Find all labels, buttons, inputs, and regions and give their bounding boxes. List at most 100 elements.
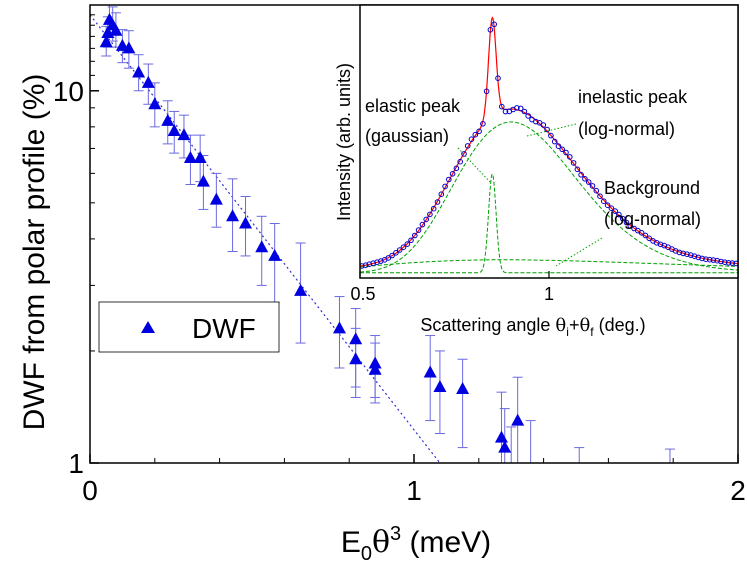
inset-fit-layer bbox=[360, 16, 738, 267]
x-tick-label: 0 bbox=[82, 475, 98, 506]
legend: DWF bbox=[98, 301, 280, 353]
inset-y-axis-label: Intensity (arb. units) bbox=[334, 63, 354, 221]
inset-data-point bbox=[574, 166, 581, 173]
inset-data-point bbox=[676, 249, 683, 256]
inset-data-point bbox=[495, 75, 501, 81]
inset-data-point bbox=[446, 176, 452, 183]
inset-data-point bbox=[449, 171, 456, 177]
inset-data-point bbox=[521, 108, 528, 115]
inset-data-point bbox=[415, 227, 422, 233]
inset-data-point bbox=[722, 259, 728, 266]
inset-data-point bbox=[434, 199, 441, 205]
error-bar bbox=[457, 358, 468, 449]
annotation-elastic-subtitle: (gaussian) bbox=[365, 126, 449, 146]
data-point bbox=[209, 192, 223, 205]
annotation-inelastic-title: inelastic peak bbox=[578, 87, 688, 107]
inset-data-point bbox=[578, 172, 584, 178]
data-point bbox=[193, 150, 207, 163]
inset-data-point bbox=[499, 103, 505, 110]
data-point bbox=[349, 352, 363, 365]
main-y-ticks: 1 10 bbox=[53, 4, 99, 479]
inset-data-point bbox=[430, 205, 437, 212]
annotation-inelastic-pointer bbox=[526, 123, 577, 137]
data-point bbox=[109, 23, 123, 36]
inset-data-point bbox=[468, 136, 475, 142]
inset-data-point bbox=[684, 251, 690, 257]
inset-data-point bbox=[646, 235, 653, 242]
data-point bbox=[368, 362, 382, 375]
x-tick-label: 2 bbox=[730, 475, 746, 506]
marker-layer bbox=[99, 12, 525, 453]
inset-data-point bbox=[563, 149, 569, 156]
inset-data-point bbox=[517, 105, 524, 112]
inset-data-point bbox=[638, 230, 645, 236]
inset-data-point bbox=[608, 205, 615, 211]
inset-data-point bbox=[612, 208, 619, 214]
inset-data-point bbox=[374, 259, 380, 266]
inset-data-point bbox=[680, 250, 687, 257]
inset-data-point bbox=[616, 211, 622, 218]
inset-data-point bbox=[714, 257, 721, 264]
data-point bbox=[226, 209, 240, 222]
inset-data-point bbox=[487, 27, 494, 33]
inset-data-point bbox=[370, 260, 377, 267]
inset-data-point bbox=[710, 257, 717, 263]
main-x-axis-label: E0θ3 (meV) bbox=[341, 523, 491, 565]
inset-data-point bbox=[427, 211, 433, 218]
main-y-axis-label: DWF from polar profile (%) bbox=[18, 74, 51, 431]
component-background-curve bbox=[360, 259, 738, 268]
data-point bbox=[141, 75, 155, 88]
inset-data-point bbox=[604, 202, 611, 208]
inset-data-point bbox=[480, 121, 486, 127]
inset-plot: 0.5 1 Intensity (arb. units) Scattering a… bbox=[334, 4, 739, 339]
inset-data-point bbox=[438, 191, 445, 197]
main-x-ticks: 0 1 2 bbox=[82, 454, 746, 506]
inset-data-point bbox=[601, 198, 607, 204]
inset-data-point bbox=[419, 221, 426, 228]
inset-data-point bbox=[555, 143, 562, 149]
inset-data-point bbox=[597, 193, 603, 199]
inset-data-point bbox=[400, 244, 407, 250]
data-point bbox=[148, 97, 162, 110]
inset-data-point bbox=[695, 254, 702, 261]
error-bar bbox=[434, 350, 445, 435]
data-point bbox=[177, 128, 191, 141]
inset-data-point bbox=[453, 165, 460, 172]
data-point bbox=[99, 35, 113, 48]
inset-data-point bbox=[706, 256, 713, 263]
component-elastic-curve bbox=[360, 172, 738, 274]
annotation-elastic: elastic peak (gaussian) bbox=[365, 96, 491, 183]
data-point bbox=[268, 248, 282, 261]
inset-data-layer bbox=[360, 21, 738, 269]
inset-data-point bbox=[408, 237, 414, 244]
data-point bbox=[498, 440, 512, 453]
error-bar bbox=[499, 408, 510, 463]
inset-data-point bbox=[567, 154, 573, 160]
x-tick-label: 1 bbox=[406, 475, 422, 506]
inset-data-point bbox=[582, 176, 588, 182]
inset-data-point bbox=[642, 232, 649, 239]
data-point bbox=[122, 41, 136, 54]
inset-data-point bbox=[570, 160, 577, 166]
legend-label: DWF bbox=[192, 313, 256, 344]
inset-data-point bbox=[688, 252, 694, 258]
inset-data-point bbox=[589, 183, 596, 189]
inset-x-ticks: 0.5 1 bbox=[350, 271, 554, 304]
inset-data-point bbox=[548, 132, 554, 139]
inset-x-axis-label: Scattering angle θi+θf (deg.) bbox=[420, 315, 645, 339]
inset-data-point bbox=[396, 247, 403, 253]
inset-data-point bbox=[483, 88, 490, 95]
annotation-elastic-title: elastic peak bbox=[365, 96, 461, 116]
inset-data-point bbox=[619, 215, 626, 222]
inset-background bbox=[360, 5, 738, 278]
inset-data-point bbox=[491, 21, 498, 28]
annotation-background-subtitle: (log-normal) bbox=[604, 209, 701, 229]
data-point bbox=[433, 380, 447, 393]
inset-data-point bbox=[360, 263, 365, 269]
data-point bbox=[196, 174, 210, 187]
annotation-elastic-pointer bbox=[457, 147, 491, 183]
inset-data-point bbox=[699, 255, 705, 262]
data-point bbox=[167, 123, 181, 136]
inset-data-point bbox=[404, 241, 411, 247]
total-fit-curve bbox=[360, 16, 738, 267]
